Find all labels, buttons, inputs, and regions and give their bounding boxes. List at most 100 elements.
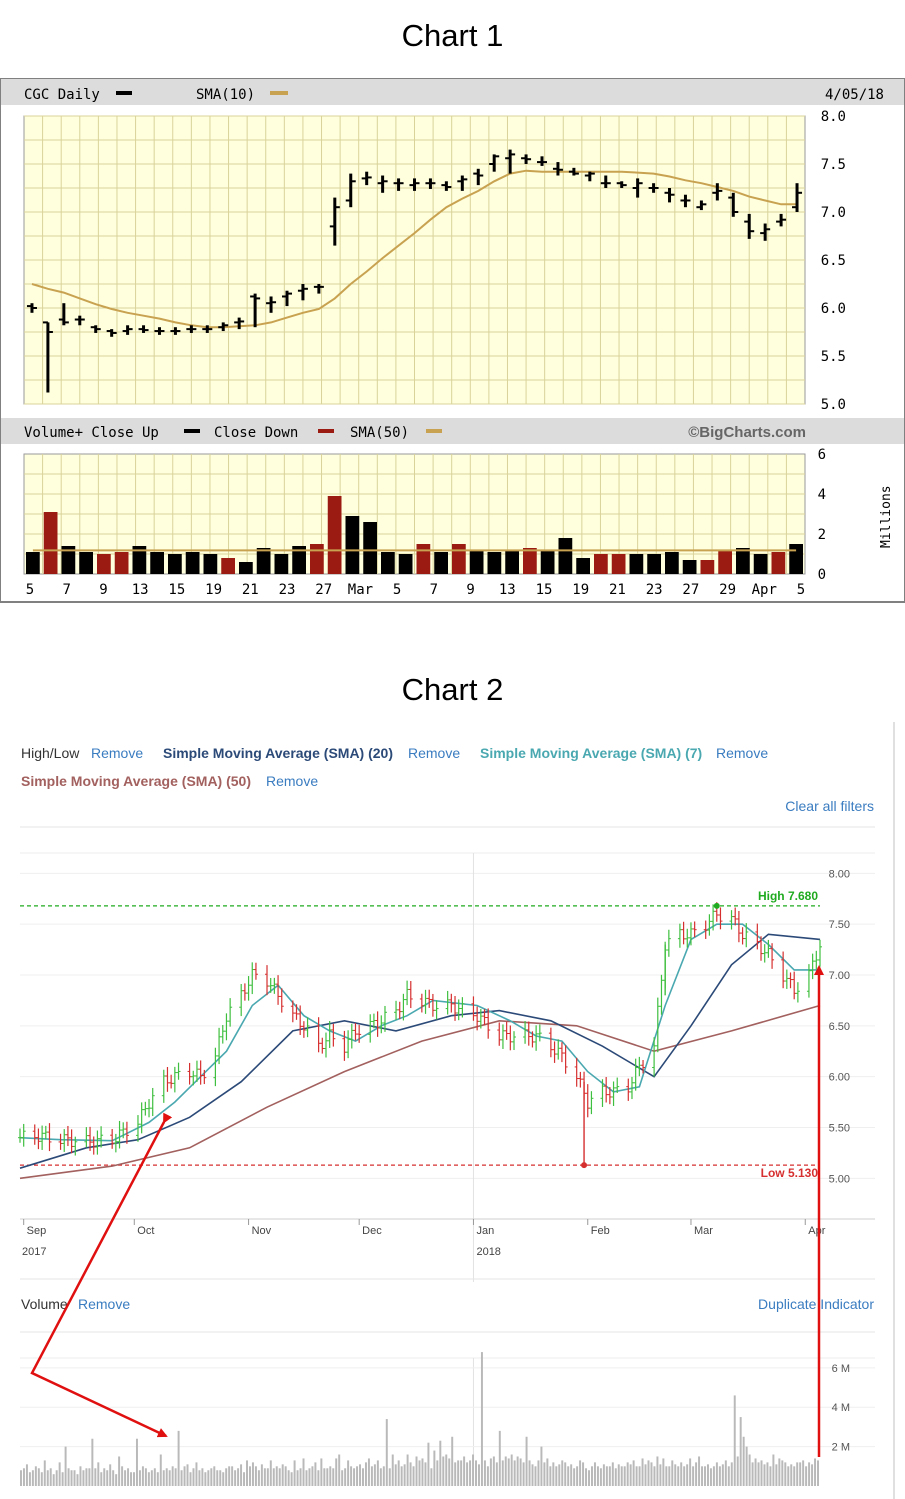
chart2-volume-bar (495, 1462, 498, 1486)
chart2-ohlc-bar (471, 996, 476, 1021)
chart2-volume-bar (623, 1466, 626, 1486)
chart2-volume-bar (638, 1466, 641, 1486)
chart1-x-tick: 27 (682, 582, 699, 598)
chart2-x-axis: Sep Oct Nov Dec Jan Feb Mar Apr 2017 2018 (22, 1219, 826, 1258)
chart2-ohlc-bar (21, 1123, 26, 1147)
chart2-hl-label: High/Low (21, 745, 80, 761)
chart2-ohlc-bar (242, 983, 247, 1001)
chart2-ohlc-bar (537, 1024, 542, 1042)
chart2-ohlc-bar (228, 998, 233, 1027)
chart2-ohlc-bar (58, 1133, 63, 1150)
chart1-ohlc-bar (393, 178, 404, 191)
chart2-volume-bar (409, 1462, 412, 1486)
chart2-volume-bar (147, 1472, 150, 1486)
chart2-low-label: Low 5.130 (761, 1166, 819, 1180)
chart1-volume-bar (540, 550, 555, 574)
annotation-arrow-oct (30, 1112, 173, 1438)
chart2-ohlc-bar (589, 1091, 594, 1115)
duplicate-indicator-link[interactable]: Duplicate Indicator (758, 1296, 874, 1312)
chart1-y-tick: 7.0 (821, 205, 846, 221)
chart1-volume-bar (718, 550, 732, 574)
chart2-sma7-remove-link[interactable]: Remove (716, 745, 768, 761)
chart2-ohlc-bar (327, 1020, 332, 1048)
chart1-volume-bar (682, 560, 697, 574)
chart2-volume-bar (796, 1462, 799, 1486)
chart2-ohlc-bar (382, 1005, 387, 1032)
clear-all-filters-link[interactable]: Clear all filters (785, 798, 874, 814)
chart2-ohlc-bar (124, 1121, 129, 1144)
chart2-volume-bar (344, 1468, 347, 1486)
chart1-x-tick: 13 (132, 582, 149, 598)
chart2-y-tick: 5.50 (829, 1123, 850, 1135)
chart2-volume-bar (219, 1470, 222, 1486)
chart2-ohlc-bar (526, 1021, 531, 1046)
chart2-volume-bar (433, 1450, 436, 1486)
chart2-volume-bar (715, 1462, 718, 1486)
chart2-volume-bar (614, 1468, 617, 1486)
chart2-volume-bar (275, 1466, 278, 1486)
chart1-volume-bar (753, 554, 768, 574)
chart2-volume-bar (445, 1454, 448, 1486)
chart1-ohlc-bar (26, 303, 37, 313)
chart2-ohlc-bar (191, 1070, 196, 1086)
chart2-volume-bar (391, 1454, 394, 1486)
chart1-x-tick: 21 (242, 582, 259, 598)
chart2-x-tick: Mar (694, 1225, 713, 1237)
chart2-volume-bar (79, 1466, 82, 1486)
chart2-sma50-line (19, 1004, 821, 1180)
chart1-title: Chart 1 (401, 18, 504, 53)
chart2-volume-bar (593, 1462, 596, 1486)
chart2-volume-bar (311, 1466, 314, 1486)
chart2-ohlc-bar (265, 965, 270, 996)
chart2-sma50-remove-link[interactable]: Remove (266, 773, 318, 789)
chart2-volume-bar (266, 1468, 269, 1486)
chart2-ohlc-bar (504, 1021, 509, 1040)
chart2-volume-bar (635, 1466, 638, 1486)
chart1-volume-label-up: Volume+ Close Up (24, 425, 159, 441)
chart2-volume-bar (448, 1458, 451, 1486)
chart1-volume-bar (168, 554, 182, 574)
chart2-ohlc-bar (194, 1060, 199, 1082)
chart1-ohlc-bar (329, 197, 340, 246)
chart2-ohlc-bar (47, 1123, 52, 1152)
chart2-ohlc-bar (147, 1099, 152, 1118)
chart1-volume-bar (558, 538, 573, 574)
chart1-volume-bar (487, 552, 502, 574)
chart2-y-tick: 7.00 (829, 970, 850, 982)
chart2-volume-bar (115, 1474, 118, 1486)
chart2-ohlc-bar (497, 1022, 502, 1046)
chart2-ohlc-bar (405, 980, 410, 1006)
chart2-volume-bar (130, 1472, 133, 1486)
chart2-ohlc-bar (342, 1030, 347, 1061)
chart2-ohlc-bar (320, 1037, 325, 1054)
chart1-volume-bar (416, 544, 431, 574)
chart2-ohlc-bar (810, 953, 815, 980)
chart2-volume-bar (183, 1466, 186, 1486)
chart2-volume-bar (260, 1464, 263, 1486)
chart1-y-tick: 5.5 (821, 349, 846, 365)
chart1-volume-bar (26, 552, 40, 574)
chart2-volume-bar (772, 1454, 775, 1486)
chart2-ohlc-bar (18, 1128, 22, 1143)
chart2-volume-bar (415, 1456, 418, 1486)
chart2-volume-bar (477, 1464, 480, 1486)
chart1-volume-bar (452, 544, 466, 574)
chart2-volume-bar (721, 1464, 724, 1486)
chart2-volume-remove-link[interactable]: Remove (78, 1296, 130, 1312)
chart2-volume-bar (144, 1468, 147, 1486)
chart2-volume-bar (704, 1466, 706, 1486)
chart2-ohlc-bar (427, 989, 432, 1008)
chart2-hl-remove-link[interactable]: Remove (91, 745, 143, 761)
chart1-x-tick: 7 (62, 582, 70, 598)
chart2-volume-bar (513, 1460, 516, 1486)
chart1-sma-label: SMA(10) (196, 87, 255, 103)
chart2-sma20-remove-link[interactable]: Remove (408, 745, 460, 761)
chart2-ohlc-bar (482, 1009, 487, 1026)
chart2-volume-bar (656, 1456, 659, 1486)
chart1-volume-bar (345, 516, 360, 574)
chart2-volume-bar (546, 1458, 549, 1486)
chart2-ohlc-bar (652, 1037, 657, 1077)
chart1-volume-bar (203, 554, 218, 574)
chart2-volume-bar (362, 1468, 364, 1486)
chart1-volume-sma-swatch (426, 429, 442, 433)
